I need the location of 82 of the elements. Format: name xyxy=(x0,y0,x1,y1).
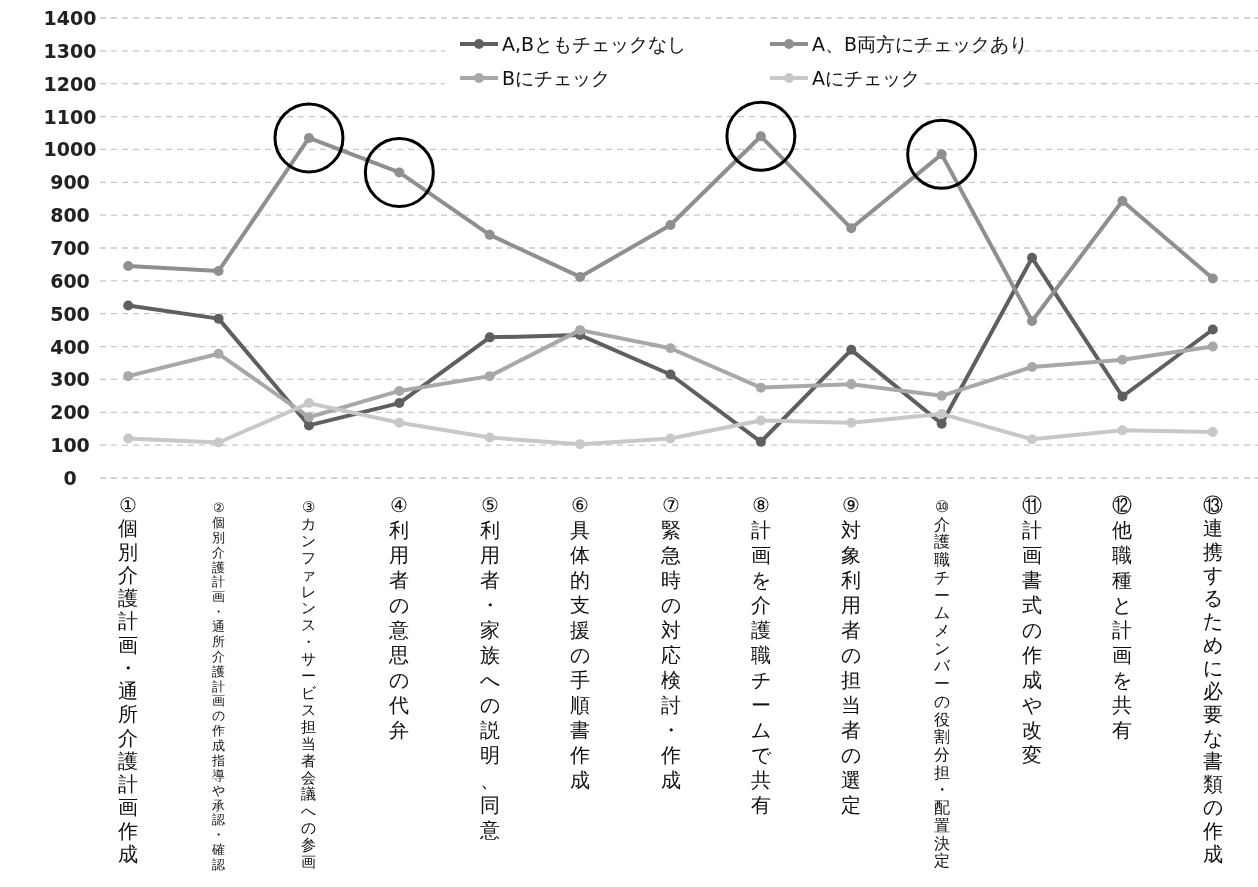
point xyxy=(1117,196,1128,207)
y-tick-label: 400 xyxy=(50,335,90,358)
point xyxy=(665,433,676,444)
legend-label: A,Bともチェックなし xyxy=(502,33,687,55)
point xyxy=(394,167,405,178)
point xyxy=(846,344,857,355)
y-tick-label: 700 xyxy=(50,237,90,259)
point xyxy=(123,433,134,444)
point xyxy=(1027,315,1038,326)
legend-label: A、B両方にチェックあり xyxy=(812,33,1029,55)
category-label: ⑦緊急時の対応検討・作成 xyxy=(660,493,681,792)
y-tick-label: 0 xyxy=(63,467,77,489)
category-label: ⑤利用者・家族への説明、同意 xyxy=(479,493,500,842)
point xyxy=(575,325,586,336)
category-label: ⑨対象利用者の担当者の選定 xyxy=(841,493,862,817)
y-tick-label: 1300 xyxy=(43,39,97,62)
point xyxy=(1207,324,1218,335)
point xyxy=(665,220,676,230)
point xyxy=(1207,427,1218,437)
point xyxy=(755,131,766,142)
y-tick-label: 600 xyxy=(50,269,90,292)
point xyxy=(394,385,405,396)
category-label: ②個別介護計画・通所介護計画の作成指導や承認・確認 xyxy=(212,500,226,873)
point xyxy=(665,343,676,354)
point xyxy=(1207,341,1218,352)
point xyxy=(394,398,405,409)
point xyxy=(936,390,947,401)
point xyxy=(936,149,947,160)
y-tick-label: 1400 xyxy=(43,7,97,29)
point xyxy=(484,432,495,443)
point xyxy=(303,132,314,143)
point xyxy=(755,415,766,426)
point xyxy=(575,439,586,450)
category-label: ⑧計画を介護職チームで共有 xyxy=(750,493,771,817)
y-tick-label: 200 xyxy=(50,401,90,424)
point xyxy=(1027,434,1038,445)
point xyxy=(846,379,857,390)
point xyxy=(484,332,495,343)
y-tick-label: 1200 xyxy=(43,72,97,95)
category-label: ⑥具体的支援の手順書作成 xyxy=(570,493,591,792)
point xyxy=(303,398,314,409)
y-tick-label: 800 xyxy=(50,204,90,227)
point xyxy=(1117,391,1128,402)
point xyxy=(1117,354,1128,365)
point xyxy=(755,436,766,447)
y-tick-label: 1100 xyxy=(43,105,97,128)
point xyxy=(213,313,224,324)
category-label: ⑫他職種と計画を共有 xyxy=(1112,493,1133,742)
point xyxy=(123,371,134,382)
point xyxy=(936,418,947,429)
point xyxy=(213,437,224,448)
point xyxy=(665,369,676,380)
point xyxy=(1117,425,1128,436)
category-label: ①個別介護計画・通所介護計画作成 xyxy=(118,493,139,866)
y-tick-label: 100 xyxy=(50,434,90,457)
category-label: ④利用者の意思の代弁 xyxy=(389,493,410,742)
point xyxy=(1027,361,1038,372)
point xyxy=(484,371,495,382)
category-label: ⑪計画書式の作成や改変 xyxy=(1022,493,1043,767)
category-label: ⑩介護職チームメンバーの役割分担・配置決定 xyxy=(933,497,950,871)
point xyxy=(394,417,405,428)
point xyxy=(846,223,857,234)
category-label: ⑬連携するために必要な書類の作成 xyxy=(1202,493,1223,866)
y-tick-label: 300 xyxy=(50,368,90,391)
point xyxy=(936,408,947,419)
point xyxy=(303,412,314,423)
point xyxy=(575,271,586,282)
point xyxy=(1207,273,1218,284)
point xyxy=(755,382,766,393)
point xyxy=(213,348,224,359)
point xyxy=(123,261,134,272)
legend-label: Aにチェック xyxy=(812,67,920,89)
point xyxy=(1027,252,1038,263)
y-tick-label: 900 xyxy=(50,171,90,194)
y-tick-label: 500 xyxy=(50,302,90,325)
y-tick-label: 1000 xyxy=(43,138,97,161)
point xyxy=(484,229,495,240)
point xyxy=(123,300,134,311)
point xyxy=(213,266,224,276)
legend-label: Bにチェック xyxy=(502,67,611,89)
category-label: ③カンファレンス・サービス担当者会議への参画 xyxy=(301,498,317,872)
point xyxy=(846,417,857,428)
